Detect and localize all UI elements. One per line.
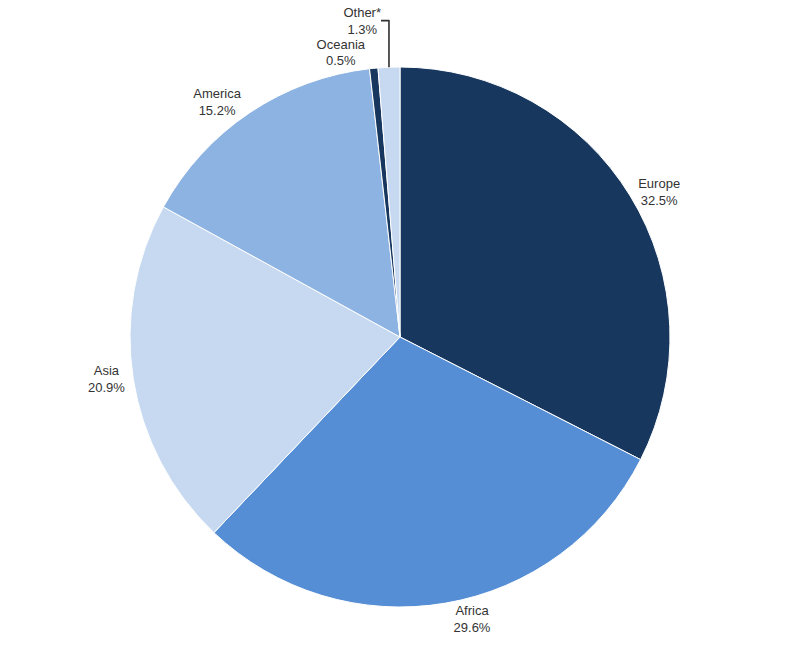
svg-text:America15.2%: America15.2% xyxy=(193,86,241,118)
svg-text:Europe32.5%: Europe32.5% xyxy=(638,176,680,208)
svg-text:Asia20.9%: Asia20.9% xyxy=(88,363,125,395)
svg-text:Africa29.6%: Africa29.6% xyxy=(454,603,491,635)
svg-text:Other*1.3%: Other*1.3% xyxy=(343,5,381,37)
svg-text:Oceania0.5%: Oceania0.5% xyxy=(317,37,366,69)
